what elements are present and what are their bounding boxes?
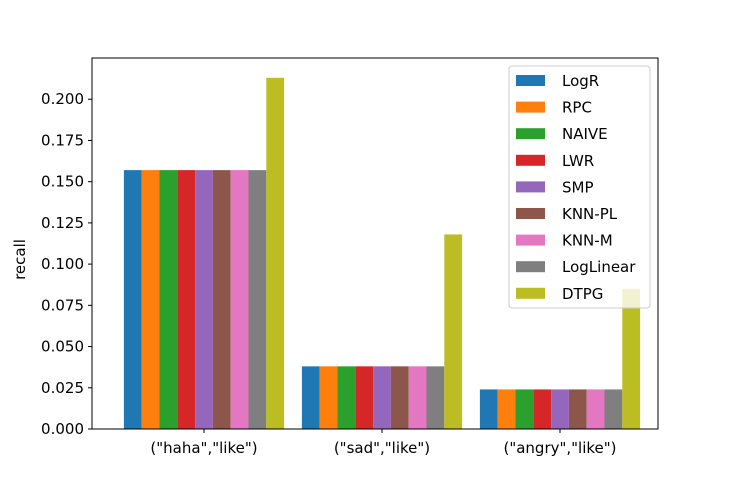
x-tick-label: ("angry","like")	[503, 439, 616, 457]
bar-knn-m-1	[230, 170, 249, 429]
x-tick-label: ("haha","like")	[150, 439, 257, 457]
bar-smp-1	[195, 170, 213, 429]
bar-logr-1	[123, 170, 142, 429]
legend: LogR RPC NAIVE LWR SMP KNN-PL KNN-M LogLinear DT…	[508, 65, 651, 309]
y-tick-label: 0.200	[41, 90, 84, 108]
y-tick-label: 0.050	[41, 338, 84, 356]
bar-knn-pl-1	[212, 170, 231, 429]
bar-loglinear-3	[604, 389, 623, 429]
legend-label-loglinear: LogLinear	[562, 258, 636, 276]
bar-dtpg-3	[622, 288, 641, 429]
bar-rpc-3	[497, 389, 516, 429]
bar-logr-3	[479, 389, 498, 429]
bar-dtpg-2	[444, 234, 463, 429]
legend-swatch-logr	[516, 75, 545, 86]
bar-naive-1	[159, 170, 178, 429]
bar-smp-2	[373, 366, 391, 429]
legend-label-naive: NAIVE	[562, 125, 608, 143]
bar-loglinear-2	[426, 366, 445, 429]
bar-lwr-2	[355, 366, 374, 429]
bar-rpc-2	[319, 366, 338, 429]
y-tick-label: 0.075	[41, 296, 84, 314]
bar-naive-2	[337, 366, 356, 429]
bar-smp-3	[551, 389, 569, 429]
legend-swatch-lwr	[516, 154, 545, 166]
bar-knn-pl-3	[568, 389, 587, 429]
y-tick-label: 0.100	[41, 255, 84, 273]
y-tick-label: 0.150	[41, 173, 84, 191]
bar-knn-pl-2	[390, 366, 409, 429]
legend-swatch-knn-pl	[516, 208, 545, 219]
y-tick-label: 0.025	[41, 379, 84, 397]
y-tick-label: 0.125	[41, 214, 84, 232]
bar-knn-m-3	[586, 389, 605, 429]
legend-label-smp: SMP	[562, 178, 594, 196]
bar-knn-m-2	[408, 366, 427, 429]
legend-label-knn-pl: KNN-PL	[562, 205, 618, 223]
legend-label-logr: LogR	[562, 72, 599, 90]
y-tick-label: 0.175	[41, 131, 84, 149]
legend-swatch-rpc	[516, 101, 545, 113]
bar-loglinear-1	[248, 170, 267, 429]
legend-swatch-smp	[516, 181, 545, 193]
legend-label-lwr: LWR	[562, 152, 594, 170]
legend-swatch-naive	[516, 128, 545, 140]
legend-label-rpc: RPC	[562, 99, 592, 117]
legend-swatch-loglinear	[516, 261, 545, 273]
legend-swatch-knn-m	[516, 234, 545, 246]
y-axis-label: recall	[11, 239, 29, 280]
legend-label-dtpg: DTPG	[562, 285, 603, 303]
bar-naive-3	[515, 389, 534, 429]
y-tick-label: 0.000	[41, 420, 84, 438]
plot-frame	[91, 57, 659, 430]
axes-layer: ("haha","like") ("sad","like") ("angry","l…	[41, 57, 659, 457]
bar-dtpg-1	[266, 77, 285, 429]
x-tick-label: ("sad","like")	[334, 439, 430, 457]
legend-box	[508, 65, 651, 309]
bar-lwr-1	[177, 170, 196, 429]
bars-layer	[123, 77, 641, 429]
legend-swatch-dtpg	[516, 287, 545, 299]
bar-lwr-3	[533, 389, 552, 429]
bar-rpc-1	[141, 170, 160, 429]
legend-label-knn-m: KNN-M	[562, 232, 613, 250]
bar-logr-2	[301, 366, 320, 429]
